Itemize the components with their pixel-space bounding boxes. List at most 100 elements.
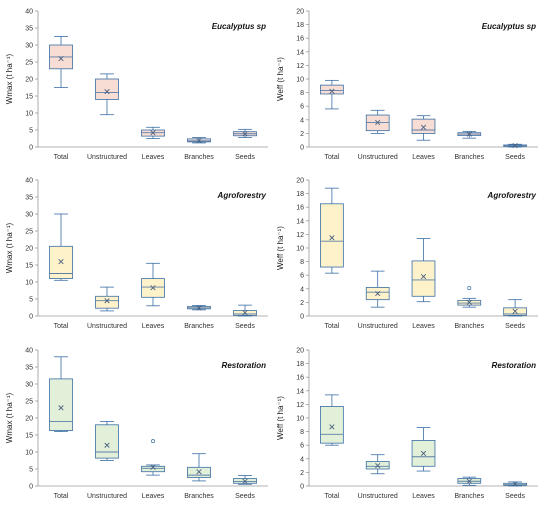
y-tick-label: 15 xyxy=(25,94,33,101)
iqr-box xyxy=(141,465,165,473)
category-label: Total xyxy=(325,493,340,500)
iqr-box xyxy=(187,466,211,478)
category-label: Total xyxy=(54,493,69,500)
mean-marker xyxy=(58,405,64,411)
panel-6: 0 2 4 6 8 10 12 14 16 18 20 Weff (t ha⁻¹) Restoratio… xyxy=(276,348,538,500)
mean-marker xyxy=(242,478,248,484)
y-tick-label: 5 xyxy=(29,128,33,135)
y-tick-label: 35 xyxy=(25,365,33,372)
y-tick-label: 5 xyxy=(29,467,33,474)
y-tick-label: 14 xyxy=(296,218,304,225)
category-label: Unstructured xyxy=(358,323,398,330)
category-label: Seeds xyxy=(235,323,255,330)
y-tick-label: 15 xyxy=(25,433,33,440)
mean-marker xyxy=(104,442,110,448)
mean-marker xyxy=(375,462,381,469)
y-axis-label: Weff (t ha⁻¹) xyxy=(276,396,285,440)
outlier-point xyxy=(467,286,472,291)
y-tick-label: 0 xyxy=(29,484,33,491)
category-label: Branches xyxy=(455,154,485,161)
panel-3: 0 5 10 15 20 25 30 35 40 Wmax (t ha⁻¹) Agroforestr… xyxy=(5,178,268,330)
category-label: Total xyxy=(54,154,69,161)
box-leaves xyxy=(141,439,165,476)
y-axis-label: Wmax (t ha⁻¹) xyxy=(5,392,14,443)
y-tick-label: 16 xyxy=(296,205,304,212)
mean-marker xyxy=(150,285,156,291)
category-label: Total xyxy=(325,323,340,330)
mean-marker xyxy=(104,88,110,95)
iqr-box xyxy=(49,378,73,431)
category-label: Seeds xyxy=(505,323,525,330)
y-tick-label: 10 xyxy=(296,246,304,253)
panel-title: Agroforestry xyxy=(487,191,537,200)
y-tick-label: 15 xyxy=(25,263,33,270)
box-leaves xyxy=(411,427,436,472)
mean-marker xyxy=(196,469,202,475)
mean-marker xyxy=(242,309,248,316)
y-tick-label: 40 xyxy=(25,348,33,355)
y-tick-label: 10 xyxy=(25,111,33,118)
category-label: Seeds xyxy=(505,493,525,500)
mean-marker xyxy=(329,88,335,94)
box-leaves xyxy=(411,238,436,303)
box-branches xyxy=(457,130,482,139)
category-label: Branches xyxy=(455,493,485,500)
box-seeds xyxy=(233,475,257,485)
y-tick-label: 8 xyxy=(300,429,304,436)
category-label: Leaves xyxy=(142,493,165,500)
box-seeds xyxy=(503,143,527,149)
mean-marker xyxy=(58,55,64,62)
y-tick-label: 0 xyxy=(300,145,304,152)
mean-marker xyxy=(329,235,335,241)
y-tick-label: 12 xyxy=(296,232,304,239)
box-branches xyxy=(457,476,482,486)
y-tick-label: 25 xyxy=(25,399,33,406)
category-label: Branches xyxy=(184,323,214,330)
mean-marker xyxy=(420,124,427,130)
box-total xyxy=(320,394,344,446)
box-total xyxy=(320,187,344,274)
box-seeds xyxy=(233,128,257,138)
y-tick-label: 40 xyxy=(25,9,33,16)
panel-2: 0 2 4 6 8 10 12 14 16 18 20 Weff (t ha⁻¹) Eucalyptus… xyxy=(276,9,538,161)
panel-title: Eucalyptus sp xyxy=(212,22,266,31)
y-tick-label: 12 xyxy=(296,63,304,70)
y-tick-label: 20 xyxy=(296,348,304,355)
y-tick-label: 20 xyxy=(25,246,33,253)
y-tick-label: 30 xyxy=(25,43,33,50)
box-unstructured xyxy=(95,286,119,312)
y-tick-label: 6 xyxy=(300,273,304,280)
y-tick-label: 14 xyxy=(296,49,304,56)
y-tick-label: 5 xyxy=(29,297,33,304)
y-tick-label: 20 xyxy=(296,178,304,185)
box-leaves xyxy=(141,262,165,307)
y-tick-label: 18 xyxy=(296,22,304,29)
y-tick-label: 0 xyxy=(29,314,33,321)
y-tick-label: 0 xyxy=(300,484,304,491)
y-tick-label: 6 xyxy=(300,104,304,111)
category-label: Branches xyxy=(455,323,485,330)
category-label: Branches xyxy=(184,154,214,161)
box-unstructured xyxy=(365,109,390,134)
iqr-box xyxy=(95,78,119,100)
y-axis-label: Weff (t ha⁻¹) xyxy=(276,57,285,101)
y-tick-label: 8 xyxy=(300,259,304,266)
y-tick-label: 18 xyxy=(296,361,304,368)
category-label: Total xyxy=(325,154,340,161)
iqr-box xyxy=(411,118,436,134)
y-tick-label: 4 xyxy=(300,117,304,124)
mean-marker xyxy=(466,131,472,137)
mean-marker xyxy=(420,450,427,456)
box-unstructured xyxy=(95,420,119,461)
y-tick-label: 30 xyxy=(25,212,33,219)
box-branches xyxy=(457,286,482,308)
box-branches xyxy=(187,305,211,311)
y-axis-label: Wmax (t ha⁻¹) xyxy=(5,222,14,273)
y-tick-label: 8 xyxy=(300,90,304,97)
y-tick-label: 12 xyxy=(296,402,304,409)
y-tick-label: 0 xyxy=(300,314,304,321)
box-seeds xyxy=(503,481,527,487)
y-tick-label: 20 xyxy=(25,77,33,84)
box-total xyxy=(320,79,344,110)
